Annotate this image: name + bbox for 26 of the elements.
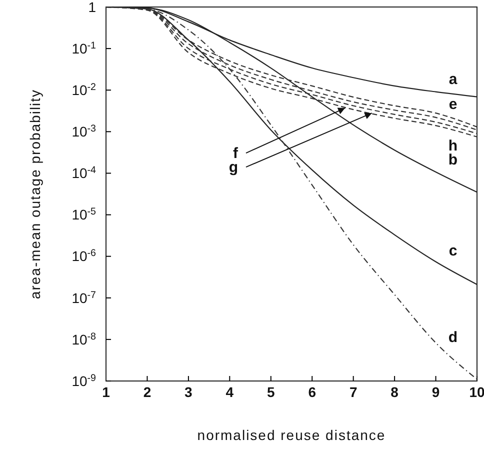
- series-label: d: [448, 329, 458, 346]
- x-tick-label: 4: [226, 384, 234, 400]
- y-axis-title: area-mean outage probability: [27, 88, 43, 300]
- x-tick-label: 5: [266, 384, 275, 400]
- series-label: a: [448, 70, 458, 88]
- series-label: e: [448, 96, 458, 113]
- x-tick-label: 9: [432, 384, 440, 400]
- x-axis-title: normalised reuse distance: [197, 427, 386, 443]
- x-tick-label: 7: [349, 384, 358, 400]
- y-tick-label: 10$^{-4}$: [72, 164, 97, 182]
- y-tick-label: 10$^{-5}$: [72, 206, 97, 223]
- x-tick-label: 6: [308, 384, 316, 400]
- x-tick-label: 1: [102, 384, 110, 400]
- x-tick-label: 8: [390, 384, 399, 400]
- y-tick-label: 10$^{-9}$: [72, 372, 96, 389]
- y-tick-label: 10$^{-1}$: [72, 40, 96, 56]
- y-tick-label: 1: [88, 0, 96, 15]
- y-tick-label: 10$^{-8}$: [72, 330, 97, 348]
- y-tick-label: 10$^{-2}$: [72, 82, 96, 98]
- y-tick-label: 10$^{-3}$: [72, 123, 97, 140]
- x-tick-label: 2: [143, 384, 152, 400]
- x-tick-label: 10: [469, 384, 484, 400]
- y-tick-label: 10$^{-6}$: [72, 248, 97, 264]
- y-tick-label: 10$^{-7}$: [72, 289, 96, 306]
- x-tick-label: 3: [184, 384, 193, 400]
- series-label: c: [448, 242, 458, 260]
